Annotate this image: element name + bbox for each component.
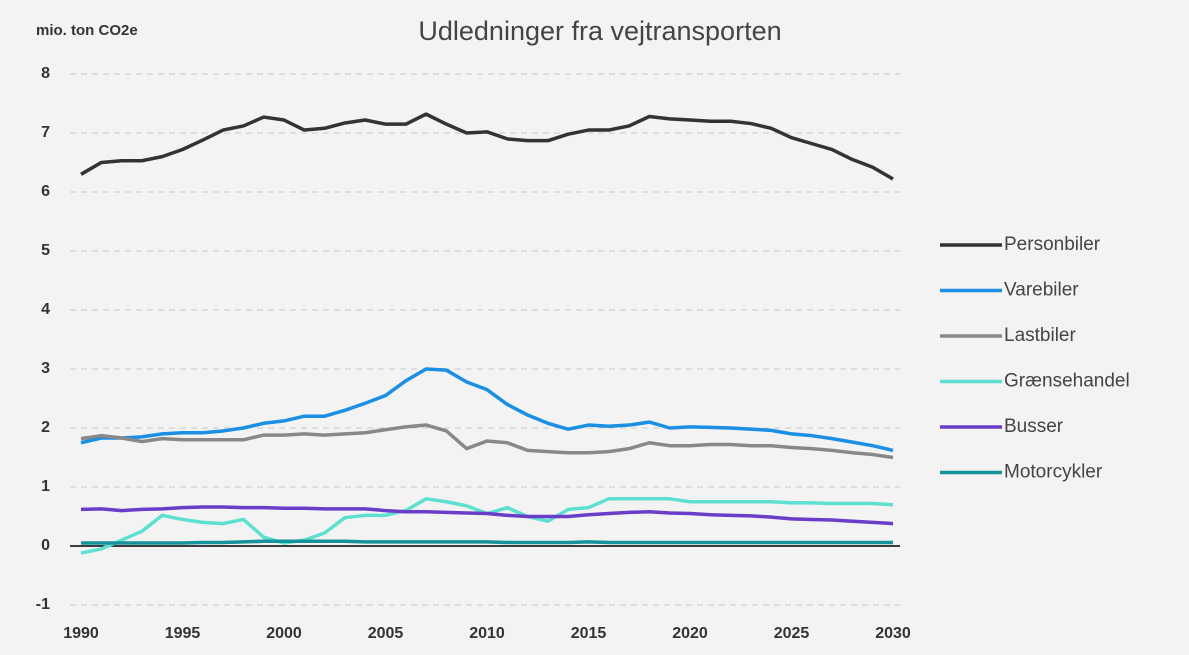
y-axis-label: mio. ton CO2e [36,22,138,39]
legend-label: Grænsehandel [1004,371,1130,392]
x-tick-label: 2000 [266,625,302,642]
y-tick-label: 5 [41,242,50,259]
y-tick-label: 3 [41,360,50,377]
series-line [80,367,894,453]
x-tick-label: 1995 [165,625,201,642]
series-line [80,112,894,181]
x-tick-label: 2010 [469,625,505,642]
x-tick-label: 2020 [672,625,708,642]
legend-label: Lastbiler [1004,325,1076,346]
y-tick-label: 8 [41,65,50,82]
legend-label: Personbiler [1004,234,1101,255]
y-tick-label: 4 [41,301,50,318]
legend-label: Motorcykler [1004,462,1103,483]
x-tick-label: 2015 [571,625,607,642]
x-tick-label: 1990 [63,625,99,642]
y-tick-label: 1 [41,478,50,495]
legend-label: Varebiler [1004,280,1079,301]
y-tick-label: -1 [36,596,50,613]
legend-label: Busser [1004,416,1064,437]
chart-title: Udledninger fra vejtransporten [418,16,781,46]
series-line [80,423,894,460]
series-line [81,539,893,545]
y-tick-label: 6 [41,183,50,200]
x-tick-label: 2025 [774,625,810,642]
series-line [80,505,894,526]
y-tick-label: 7 [41,124,50,141]
x-tick-label: 2005 [368,625,404,642]
y-tick-label: 2 [41,419,50,436]
y-tick-label: 0 [41,537,50,554]
x-tick-label: 2030 [875,625,911,642]
